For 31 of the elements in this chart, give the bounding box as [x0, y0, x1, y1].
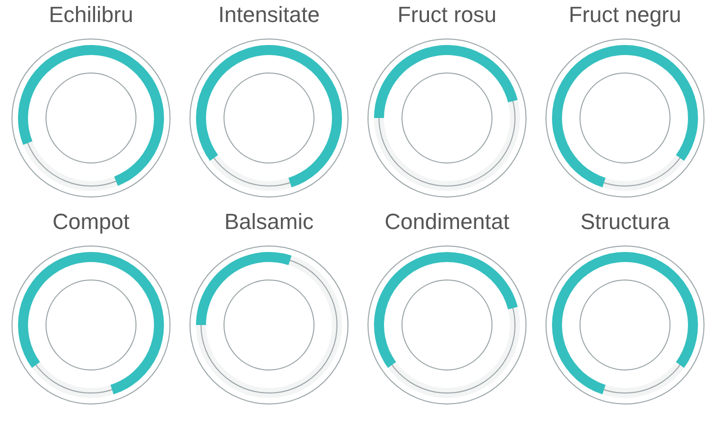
donut-slice [196, 45, 342, 188]
donut-slice [602, 178, 625, 191]
donut-slice [625, 362, 684, 398]
donut-slice [374, 118, 447, 191]
donut-slice [388, 362, 447, 398]
donut-slice [269, 178, 292, 191]
donut-slice [91, 176, 118, 191]
chart-title: Fruct rosu [397, 2, 497, 27]
donut-slice [625, 155, 684, 191]
donut-slice [447, 306, 520, 398]
donut-slice [210, 155, 269, 191]
donut-slice [18, 252, 164, 394]
chart-title: Fruct negru [568, 2, 682, 27]
chart-title: Structura [580, 209, 670, 234]
donut-slice [23, 141, 91, 191]
donut-slice [32, 362, 91, 398]
donut-slice [196, 325, 269, 398]
donut-slice [91, 384, 114, 398]
chart-title: Intensitate [218, 2, 320, 27]
chart-title: Compot [52, 209, 130, 234]
donut-slice [602, 384, 625, 398]
donut-slice [374, 45, 518, 118]
chart-title: Balsamic [224, 209, 314, 234]
donut-slice [269, 256, 342, 398]
chart-title: Condimentat [384, 209, 510, 234]
donut-slice [196, 252, 292, 325]
donut-slice [374, 252, 518, 368]
donut-slice [552, 252, 698, 394]
chart-title: Echilibru [48, 2, 134, 27]
donut-slice [447, 100, 520, 191]
donut-slice [552, 45, 698, 188]
